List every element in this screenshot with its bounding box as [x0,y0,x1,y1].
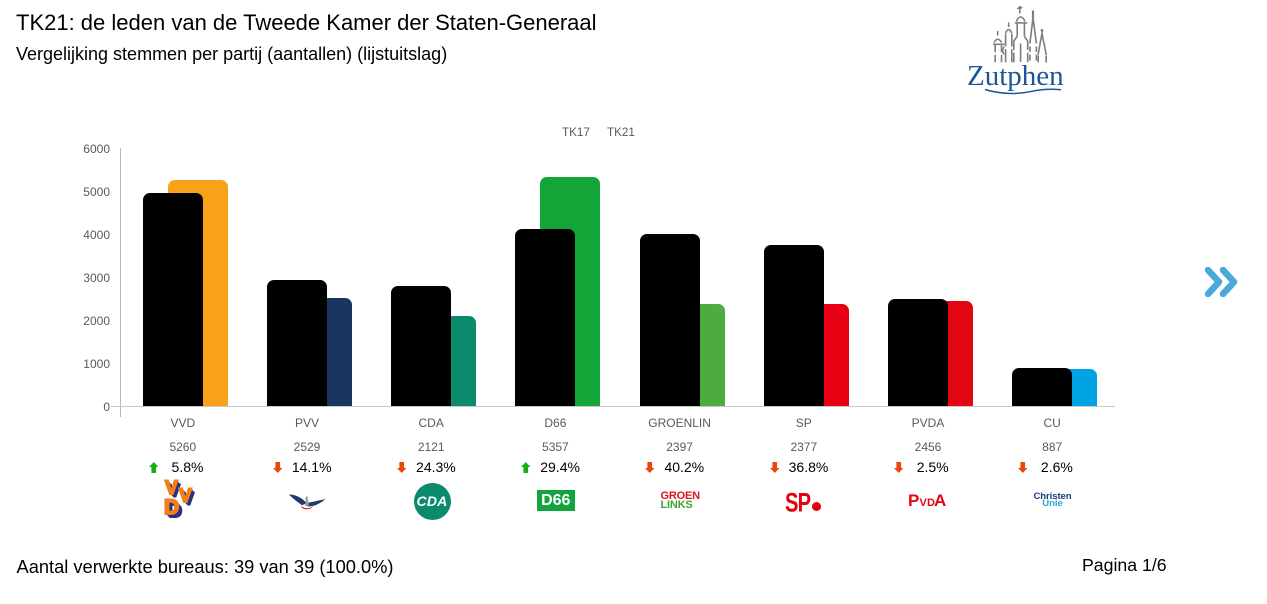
svg-text:Zutphen: Zutphen [967,60,1064,92]
